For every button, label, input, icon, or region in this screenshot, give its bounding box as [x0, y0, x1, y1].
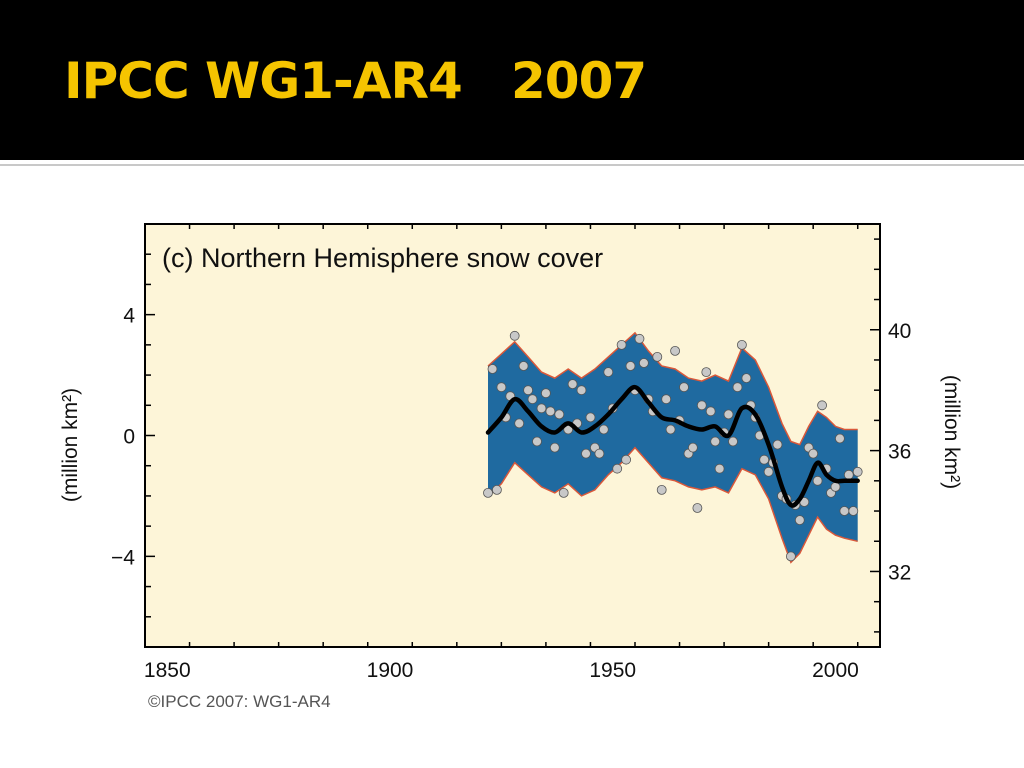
data-point [772, 439, 783, 450]
data-point [652, 351, 663, 362]
title-bar: IPCC WG1-AR4 2007 [0, 0, 1024, 160]
data-point [518, 361, 529, 371]
data-point [549, 442, 560, 453]
data-point [612, 463, 623, 474]
data-point [812, 475, 823, 486]
data-point [786, 551, 796, 562]
data-point [536, 403, 547, 414]
data-point [491, 484, 502, 495]
data-point [705, 406, 716, 417]
data-point [710, 436, 721, 447]
data-point [554, 409, 565, 420]
data-point [527, 394, 538, 405]
copyright-credit: ©IPCC 2007: WG1-AR4 [148, 692, 331, 711]
data-point [567, 379, 578, 390]
data-point [817, 400, 827, 411]
data-point [598, 424, 609, 435]
slide-title: IPCC WG1-AR4 2007 [64, 52, 647, 110]
data-point [509, 330, 520, 341]
data-point [581, 448, 591, 459]
data-point [728, 436, 738, 447]
x-tick-label: 1900 [367, 659, 414, 682]
data-point [688, 442, 698, 453]
data-point [603, 367, 614, 378]
y-tick-label-right: 40 [888, 320, 911, 343]
data-point [830, 481, 841, 492]
data-point [483, 487, 493, 498]
data-point [701, 367, 712, 378]
data-point [843, 469, 854, 480]
y-tick-label: −4 [111, 546, 135, 569]
data-point [634, 333, 645, 344]
data-point [616, 339, 627, 350]
data-point [839, 506, 850, 516]
smoothed-line-layer [485, 384, 860, 508]
data-point [514, 418, 525, 429]
data-point [665, 424, 676, 435]
x-tick-label: 1950 [589, 659, 636, 682]
data-point [625, 361, 636, 371]
band-upper-edge [487, 331, 858, 446]
data-point [835, 433, 845, 444]
data-point [541, 388, 551, 399]
y-axis-label-right: (million km²) [940, 375, 963, 489]
data-point [487, 364, 498, 374]
data-point [532, 436, 542, 447]
data-point [794, 515, 805, 525]
data-point [848, 506, 859, 516]
data-point [585, 412, 596, 423]
data-point [545, 406, 556, 417]
data-point [714, 463, 725, 474]
data-point [639, 358, 649, 368]
data-point [696, 400, 707, 411]
title-divider [0, 164, 1024, 166]
band-lower-edge [487, 446, 858, 564]
data-point [594, 448, 605, 459]
data-point [679, 382, 689, 393]
x-tick-label: 1850 [144, 659, 191, 682]
data-point [661, 394, 672, 405]
data-point [808, 448, 819, 459]
data-point [759, 454, 770, 465]
x-tick-label: 2000 [812, 659, 859, 682]
data-point [496, 382, 507, 393]
y-tick-label: 0 [123, 426, 135, 449]
smoothed-line [485, 384, 860, 508]
data-point [852, 466, 863, 477]
data-point [732, 382, 743, 393]
data-point [741, 373, 752, 384]
data-point [763, 466, 774, 477]
y-tick-label: 4 [123, 305, 135, 328]
y-tick-label-right: 36 [888, 441, 911, 464]
y-tick-label-right: 32 [888, 561, 911, 584]
data-point [692, 503, 703, 513]
chart-title: (c) Northern Hemisphere snow cover [162, 243, 603, 273]
data-point [576, 385, 587, 396]
data-point [621, 454, 631, 465]
data-point [656, 484, 667, 495]
data-point [558, 487, 569, 498]
y-axis-label-left: (million km²) [59, 388, 82, 502]
data-point [523, 385, 533, 396]
data-point [737, 339, 747, 350]
data-point [723, 409, 734, 420]
data-point [670, 345, 680, 356]
